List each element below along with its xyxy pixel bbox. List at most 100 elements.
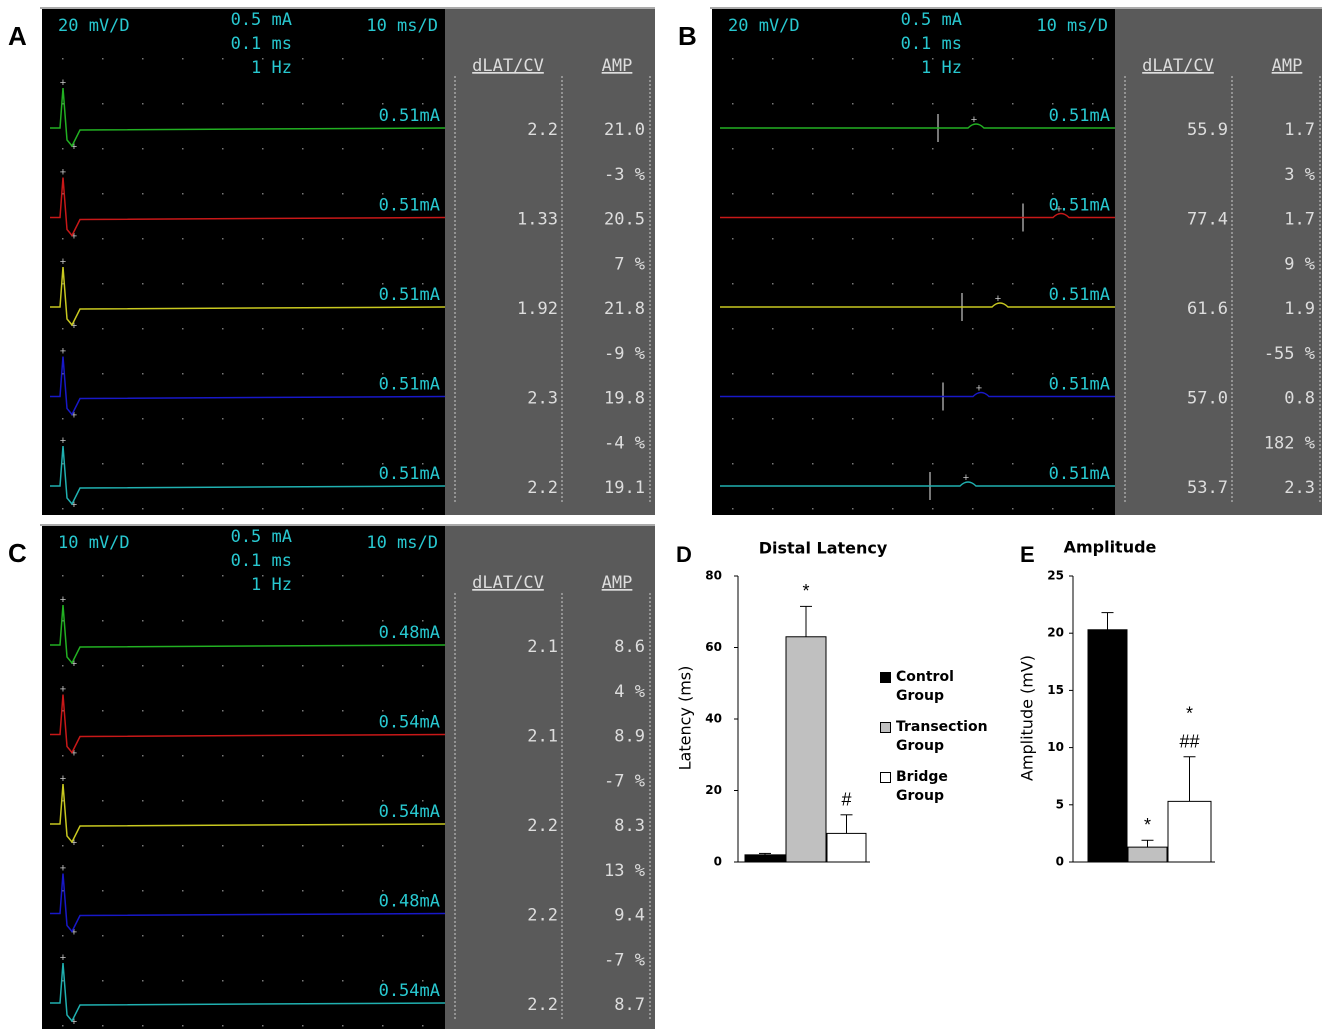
dlat-value: 77.4: [1187, 210, 1228, 230]
duration: 0.1 ms: [901, 34, 962, 54]
grid-dot: [1092, 418, 1094, 420]
grid-dot: [422, 755, 424, 757]
grid-dot: [932, 328, 934, 330]
cursor: +: [60, 256, 66, 268]
grid-dot: [342, 418, 344, 420]
grid-dot: [342, 1025, 344, 1027]
grid-dot: [62, 1025, 64, 1027]
annotation: #: [841, 790, 851, 810]
grid-dot: [262, 890, 264, 892]
grid-dot: [102, 890, 104, 892]
grid-dot: [892, 148, 894, 150]
rate: 1 Hz: [251, 575, 292, 595]
amp-value: 8.6: [614, 637, 645, 657]
grid-dot: [852, 103, 854, 105]
grid-dot: [342, 890, 344, 892]
grid-dot: [102, 283, 104, 285]
grid-dot: [732, 508, 734, 510]
grid-dot: [102, 980, 104, 982]
stim-label: 0.51mA: [1049, 464, 1110, 484]
dlat-value: 2.2: [527, 995, 558, 1015]
grid-dot: [102, 935, 104, 937]
grid-dot: [262, 238, 264, 240]
y-tick-label: 25: [1047, 569, 1064, 583]
grid-dot: [142, 508, 144, 510]
intensity: 0.5 mA: [231, 10, 292, 30]
grid-dot: [262, 103, 264, 105]
grid-dot: [302, 890, 304, 892]
grid-dot: [102, 193, 104, 195]
grid-dot: [382, 710, 384, 712]
grid-dot: [262, 620, 264, 622]
grid-dot: [732, 418, 734, 420]
amp-value: 21.0: [604, 120, 645, 140]
grid-dot: [422, 418, 424, 420]
grid-dot: [772, 373, 774, 375]
grid-dot: [222, 800, 224, 802]
grid-dot: [892, 283, 894, 285]
grid-dot: [262, 328, 264, 330]
grid-dot: [892, 193, 894, 195]
grid-dot: [382, 58, 384, 60]
stim-label: 0.48mA: [379, 623, 440, 643]
grid-dot: [422, 665, 424, 667]
y-tick-label: 80: [705, 569, 722, 583]
bar: [1088, 630, 1127, 862]
grid-dot: [972, 148, 974, 150]
grid-dot: [812, 328, 814, 330]
amp-change: 13 %: [604, 861, 645, 881]
annotation: *: [1186, 704, 1193, 724]
stim-label: 0.51mA: [379, 375, 440, 395]
amp-value: 8.9: [614, 727, 645, 747]
grid-dot: [142, 575, 144, 577]
grid-dot: [222, 710, 224, 712]
grid-dot: [102, 328, 104, 330]
grid-dot: [182, 58, 184, 60]
grid-dot: [1012, 463, 1014, 465]
grid-dot: [422, 238, 424, 240]
amp-value: 19.1: [604, 478, 645, 498]
dlat-value: 2.2: [527, 120, 558, 140]
grid-dot: [382, 755, 384, 757]
grid-dot: [142, 418, 144, 420]
grid-dot: [222, 620, 224, 622]
grid-dot: [102, 710, 104, 712]
dlat-value: 1.92: [517, 299, 558, 319]
amp-change: -55 %: [1264, 344, 1315, 364]
rate: 1 Hz: [921, 58, 962, 78]
grid-dot: [772, 418, 774, 420]
grid-dot: [932, 283, 934, 285]
grid-dot: [342, 665, 344, 667]
bar: [1128, 847, 1167, 862]
column-header: AMP: [602, 573, 633, 593]
grid-dot: [972, 373, 974, 375]
grid-dot: [142, 373, 144, 375]
grid-dot: [142, 148, 144, 150]
grid-dot: [182, 418, 184, 420]
grid-dot: [262, 665, 264, 667]
grid-dot: [182, 193, 184, 195]
grid-dot: [382, 1025, 384, 1027]
grid-dot: [1012, 328, 1014, 330]
bar: [786, 637, 826, 862]
grid-dot: [302, 980, 304, 982]
grid-dot: [262, 710, 264, 712]
cursor: +: [60, 435, 66, 447]
grid-dot: [382, 845, 384, 847]
annotation: ##: [1179, 732, 1199, 752]
annotation: *: [1144, 815, 1151, 835]
grid-dot: [182, 980, 184, 982]
stim-label: 0.54mA: [379, 713, 440, 733]
grid-dot: [342, 980, 344, 982]
grid-dot: [262, 193, 264, 195]
grid-dot: [422, 845, 424, 847]
dlat-value: 2.1: [527, 727, 558, 747]
stim-label: 0.51mA: [1049, 196, 1110, 216]
grid-dot: [932, 238, 934, 240]
column-header: AMP: [1272, 56, 1303, 76]
grid-dot: [1092, 103, 1094, 105]
grid-dot: [1012, 508, 1014, 510]
grid-dot: [772, 193, 774, 195]
grid-dot: [422, 508, 424, 510]
gain: 10 mV/D: [58, 533, 130, 553]
